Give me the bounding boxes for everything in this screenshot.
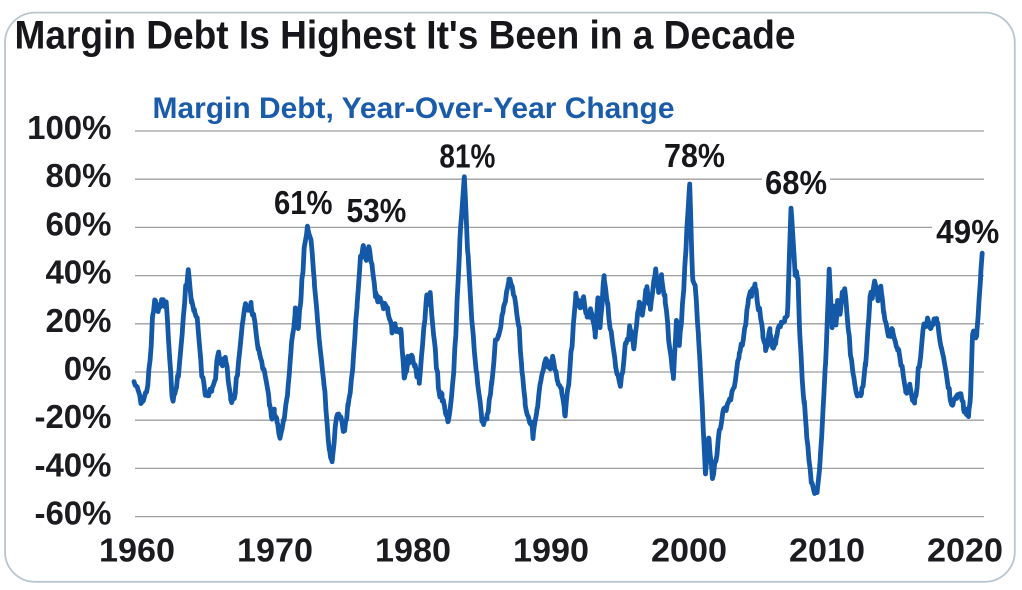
svg-text:1990: 1990 (513, 532, 589, 569)
svg-text:Margin Debt Is Highest It's Be: Margin Debt Is Highest It's Been in a De… (15, 14, 796, 58)
svg-text:81%: 81% (439, 137, 495, 174)
svg-text:2000: 2000 (651, 532, 727, 569)
svg-text:20%: 20% (45, 302, 111, 339)
svg-text:2020: 2020 (927, 532, 1003, 569)
svg-text:53%: 53% (347, 192, 407, 229)
svg-text:78%: 78% (664, 137, 725, 174)
svg-text:Margin Debt, Year-Over-Year Ch: Margin Debt, Year-Over-Year Change (153, 92, 675, 125)
svg-text:1970: 1970 (237, 532, 313, 569)
svg-text:100%: 100% (27, 109, 111, 146)
svg-text:68%: 68% (765, 164, 827, 201)
svg-text:1980: 1980 (375, 532, 451, 569)
svg-text:-40%: -40% (34, 446, 111, 483)
svg-text:40%: 40% (45, 254, 111, 291)
svg-text:2010: 2010 (789, 532, 865, 569)
svg-text:60%: 60% (45, 205, 111, 242)
svg-text:80%: 80% (45, 157, 111, 194)
svg-text:49%: 49% (936, 213, 999, 250)
svg-text:-60%: -60% (34, 495, 111, 532)
svg-text:61%: 61% (274, 184, 333, 221)
svg-text:1960: 1960 (99, 532, 175, 569)
svg-text:-20%: -20% (34, 398, 111, 435)
svg-text:0%: 0% (64, 350, 112, 387)
